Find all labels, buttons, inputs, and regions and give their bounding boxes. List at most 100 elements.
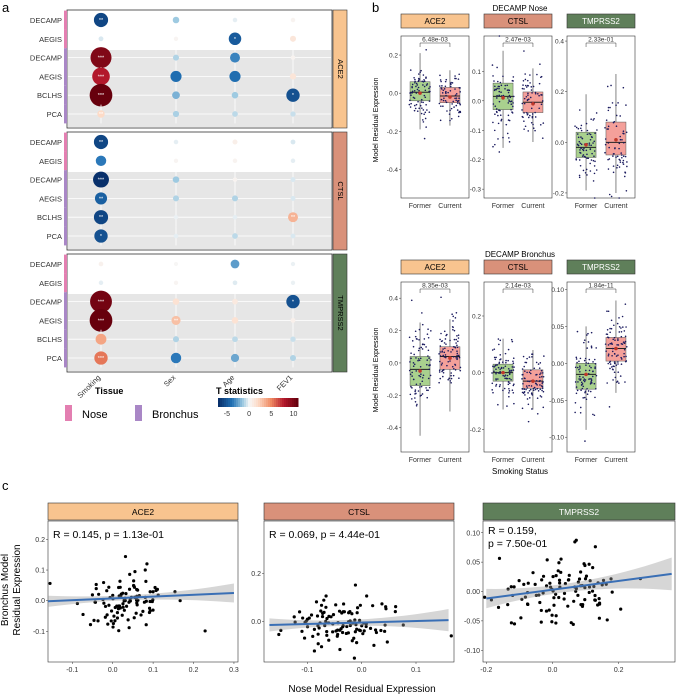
- scatter-point: [103, 615, 107, 619]
- jitter-point: [536, 373, 538, 376]
- jitter-point: [502, 94, 505, 97]
- correlation-annotation: R = 0.069, p = 4.44e-01: [269, 529, 380, 541]
- jitter-point: [612, 347, 614, 350]
- jitter-point: [421, 323, 424, 326]
- x-tick-label: -0.1: [66, 667, 78, 674]
- legend-t-tick: 5: [269, 411, 273, 418]
- pvalue-bracket: [585, 42, 617, 47]
- jitter-point: [459, 366, 462, 369]
- jitter-point: [423, 94, 426, 97]
- jitter-point: [455, 99, 457, 102]
- scatter-point: [353, 583, 358, 587]
- jitter-point: [509, 382, 511, 385]
- scatter-point: [111, 621, 116, 626]
- jitter-point: [617, 344, 620, 346]
- jitter-point: [606, 328, 609, 331]
- jitter-point: [591, 152, 593, 155]
- gene-strip-label: ACE2: [336, 59, 345, 79]
- scatter-point: [203, 629, 207, 633]
- heat-dot: [290, 111, 296, 117]
- scatter-point: [550, 620, 554, 624]
- x-tick-label: 0.2: [189, 667, 199, 674]
- y-tick-label: 0.2: [389, 328, 398, 335]
- mean-point: [448, 356, 452, 360]
- jitter-point: [524, 370, 526, 372]
- jitter-point: [609, 327, 611, 330]
- jitter-point: [454, 364, 457, 366]
- jitter-point: [620, 335, 623, 338]
- jitter-point: [414, 107, 417, 110]
- confidence-band: [48, 583, 234, 607]
- legend-gradient-step: [226, 398, 229, 407]
- legend-gradient-step: [264, 398, 267, 407]
- row-label: PCA: [47, 110, 62, 119]
- jitter-point: [578, 174, 581, 177]
- jitter-point: [521, 388, 524, 390]
- x-tick-label: Former: [492, 457, 515, 464]
- scatter-point: [551, 574, 555, 579]
- heat-dot: [94, 229, 108, 243]
- heat-dot: [231, 317, 239, 324]
- jitter-point: [542, 375, 545, 378]
- scatter-point: [336, 632, 340, 637]
- jitter-point: [457, 337, 460, 339]
- c-ylabel-line1: Bronchus Model: [0, 554, 11, 626]
- jitter-point: [608, 158, 611, 160]
- jitter-point: [500, 91, 502, 93]
- jitter-point: [453, 329, 456, 332]
- scatter-point: [383, 623, 387, 627]
- jitter-point: [593, 197, 596, 199]
- jitter-point: [583, 380, 586, 383]
- x-tick-label: 0.0: [357, 667, 367, 674]
- jitter-point: [498, 109, 501, 112]
- jitter-point: [588, 132, 591, 135]
- jitter-point: [421, 80, 423, 83]
- jitter-point: [609, 331, 611, 334]
- jitter-point: [426, 333, 429, 335]
- jitter-point: [536, 387, 539, 390]
- jitter-point: [614, 376, 617, 379]
- y-tick-label: -0.4: [387, 167, 399, 174]
- jitter-point: [526, 398, 529, 400]
- jitter-point: [443, 356, 446, 358]
- jitter-point: [587, 341, 590, 343]
- jitter-point: [530, 369, 532, 371]
- jitter-point: [420, 98, 423, 101]
- jitter-point: [441, 92, 444, 94]
- jitter-point: [575, 358, 578, 360]
- jitter-point: [521, 407, 524, 410]
- jitter-point: [456, 357, 459, 359]
- jitter-point: [588, 378, 590, 380]
- heat-dot: [289, 354, 297, 362]
- jitter-point: [625, 189, 628, 192]
- sig-label: ***: [98, 93, 105, 99]
- jitter-point: [608, 361, 611, 364]
- heat-dot: [92, 67, 110, 86]
- jitter-point: [456, 358, 458, 361]
- scatter-point: [111, 593, 115, 597]
- jitter-point: [578, 176, 581, 179]
- jitter-point: [530, 393, 533, 395]
- jitter-point: [511, 389, 514, 391]
- scatter-point: [145, 562, 149, 566]
- jitter-point: [529, 114, 531, 117]
- c-ylabel-line2: Residual Expression: [12, 544, 23, 635]
- x-tick-label: Current: [604, 457, 627, 464]
- legend-gradient-step: [240, 398, 243, 407]
- sig-label: *: [100, 234, 103, 240]
- jitter-point: [592, 180, 595, 182]
- jitter-point: [531, 408, 533, 410]
- jitter-point: [498, 85, 501, 88]
- jitter-point: [593, 172, 596, 175]
- facet-header: [47, 502, 239, 521]
- jitter-point: [582, 149, 585, 152]
- jitter-point: [594, 132, 596, 135]
- facet-frame: [566, 35, 636, 199]
- jitter-point: [531, 92, 533, 94]
- mean-point: [448, 95, 452, 99]
- jitter-point: [529, 82, 531, 84]
- jitter-point: [440, 364, 443, 366]
- jitter-point: [500, 367, 503, 369]
- scatter-point: [324, 594, 328, 598]
- jitter-point: [619, 161, 622, 163]
